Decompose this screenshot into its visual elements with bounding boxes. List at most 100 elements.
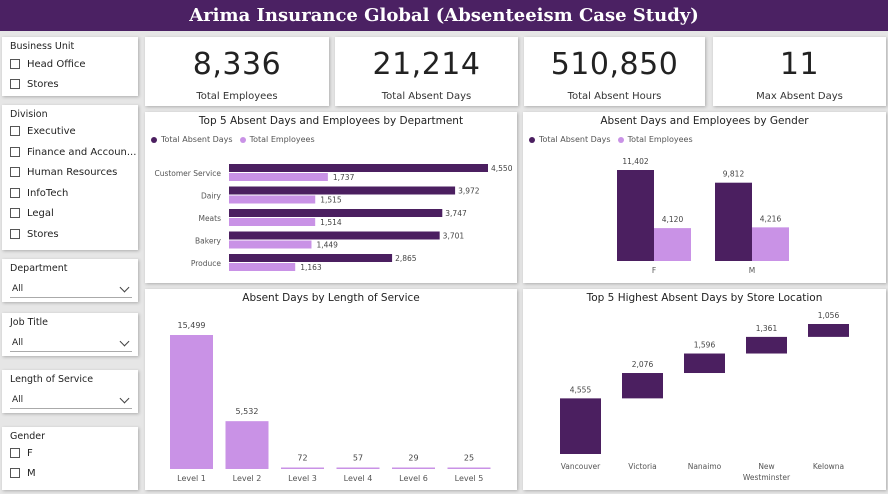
store-waterfall-chart: 4,555 Vancouver 2,076 Victoria 1,596 Nanaimo 1…: [560, 311, 849, 482]
legend-label: Total Employees: [627, 135, 693, 144]
category-label: Vancouver: [561, 462, 601, 471]
bar-employees: [229, 263, 296, 271]
category-label: Meats: [198, 214, 221, 223]
chart-legend: Total Absent Days Total Employees: [151, 135, 315, 144]
service-bar-chart: 15,499 Level 1 5,532 Level 2 72 Level 3 57 Leve…: [170, 321, 491, 483]
gender-bar-chart: 11,402 4,120 F 9,812 4,216 M: [617, 157, 789, 275]
service-chart-panel: Absent Days by Length of Service 15,499 L…: [145, 289, 517, 490]
division-option-finance[interactable]: Finance and Accoun...: [10, 144, 138, 160]
data-label: 72: [297, 454, 307, 463]
checkbox-icon[interactable]: [10, 208, 20, 218]
checkbox-icon[interactable]: [10, 126, 20, 136]
checkbox-icon[interactable]: [10, 79, 20, 89]
data-label: 1,514: [320, 218, 342, 227]
chart-legend: Total Absent Days Total Employees: [529, 135, 693, 144]
legend-swatch-absent-days: [529, 136, 535, 143]
department-chart-panel: Top 5 Absent Days and Employees by Depar…: [145, 112, 517, 283]
data-label: 1,515: [320, 196, 342, 205]
category-label: Customer Service: [154, 169, 221, 178]
checkbox-icon[interactable]: [10, 147, 20, 157]
legend-label: Total Absent Days: [539, 135, 611, 144]
option-label: Stores: [27, 228, 59, 240]
bar-employees: [229, 195, 316, 204]
bar-absent-days: [617, 170, 654, 261]
option-label: Finance and Accoun...: [27, 146, 137, 158]
data-label: 3,747: [445, 209, 467, 218]
gender-option-m[interactable]: M: [10, 465, 138, 481]
division-option-human-resources[interactable]: Human Resources: [10, 164, 138, 180]
checkbox-icon[interactable]: [10, 229, 20, 239]
data-label: 5,532: [236, 407, 259, 416]
data-label: 1,737: [333, 173, 355, 182]
data-label: 1,361: [756, 324, 778, 333]
kpi-card-total-employees: 8,336 Total Employees: [145, 37, 329, 106]
data-label: 2,076: [632, 360, 654, 369]
division-option-infotech[interactable]: InfoTech: [10, 185, 138, 201]
category-label: Bakery: [195, 237, 222, 246]
kpi-card-total-absent-days: 21,214 Total Absent Days: [335, 37, 518, 106]
data-label: 57: [353, 454, 363, 463]
division-option-executive[interactable]: Executive: [10, 123, 138, 139]
business-unit-option-head-office[interactable]: Head Office: [10, 56, 138, 72]
slicer-title: Job Title: [10, 317, 49, 328]
division-option-stores[interactable]: Stores: [10, 226, 138, 242]
option-label: Legal: [27, 207, 54, 219]
report-title: Arima Insurance Global (Absenteeism Case…: [0, 0, 888, 31]
option-label: Head Office: [27, 58, 86, 70]
bar-employees: [654, 228, 691, 261]
category-label: Level 6: [399, 474, 428, 483]
kpi-label: Total Absent Hours: [567, 91, 662, 102]
data-label: 11,402: [622, 157, 648, 166]
checkbox-icon[interactable]: [10, 448, 20, 458]
slicer-title: Gender: [10, 431, 46, 442]
bar-employees: [229, 173, 328, 181]
bar-employees: [229, 240, 312, 249]
gender-option-f[interactable]: F: [10, 445, 138, 461]
length-of-service-dropdown[interactable]: All: [10, 391, 132, 409]
bar: [225, 421, 269, 469]
category-label: Level 1: [177, 474, 206, 483]
category-label: Level 4: [344, 474, 373, 483]
data-label: 4,550: [491, 164, 513, 173]
data-label: 2,865: [395, 254, 417, 263]
data-label: 1,163: [300, 263, 322, 272]
waterfall-bar: [746, 336, 787, 354]
dropdown-value: All: [12, 284, 24, 294]
chart-title: Absent Days by Length of Service: [242, 292, 420, 304]
division-option-legal[interactable]: Legal: [10, 205, 138, 221]
option-label: Executive: [27, 125, 76, 137]
data-label: 3,701: [443, 232, 465, 241]
data-label: 3,972: [458, 187, 480, 196]
slicer-title: Business Unit: [10, 41, 75, 52]
legend-swatch-employees: [239, 136, 246, 143]
bar: [447, 467, 491, 469]
dropdown-value: All: [12, 338, 24, 348]
division-slicer: Division Executive Finance and Accoun...…: [2, 105, 138, 250]
kpi-label: Total Employees: [196, 91, 278, 102]
length-of-service-slicer: Length of Service All: [2, 370, 138, 413]
checkbox-icon[interactable]: [10, 188, 20, 198]
department-dropdown[interactable]: All: [10, 280, 132, 298]
checkbox-icon[interactable]: [10, 59, 20, 69]
business-unit-option-stores[interactable]: Stores: [10, 76, 138, 92]
checkbox-icon[interactable]: [10, 167, 20, 177]
legend-label: Total Employees: [249, 135, 315, 144]
data-label: 9,812: [723, 170, 745, 179]
waterfall-bar: [808, 324, 849, 337]
legend-swatch-employees: [617, 136, 624, 143]
category-label: Level 5: [455, 474, 484, 483]
kpi-value: 11: [779, 47, 820, 82]
legend-label: Total Absent Days: [161, 135, 233, 144]
data-label: 1,449: [316, 241, 338, 250]
data-label: 1,596: [694, 341, 716, 350]
job-title-dropdown[interactable]: All: [10, 334, 132, 352]
department-slicer: Department All: [2, 259, 138, 302]
category-label: Level 3: [288, 474, 317, 483]
category-label: Produce: [191, 259, 222, 268]
category-label: Kelowna: [813, 462, 844, 471]
legend-swatch-absent-days: [151, 136, 157, 143]
checkbox-icon[interactable]: [10, 468, 20, 478]
bar: [170, 335, 213, 469]
data-label: 29: [408, 454, 418, 463]
kpi-value: 8,336: [192, 47, 282, 82]
